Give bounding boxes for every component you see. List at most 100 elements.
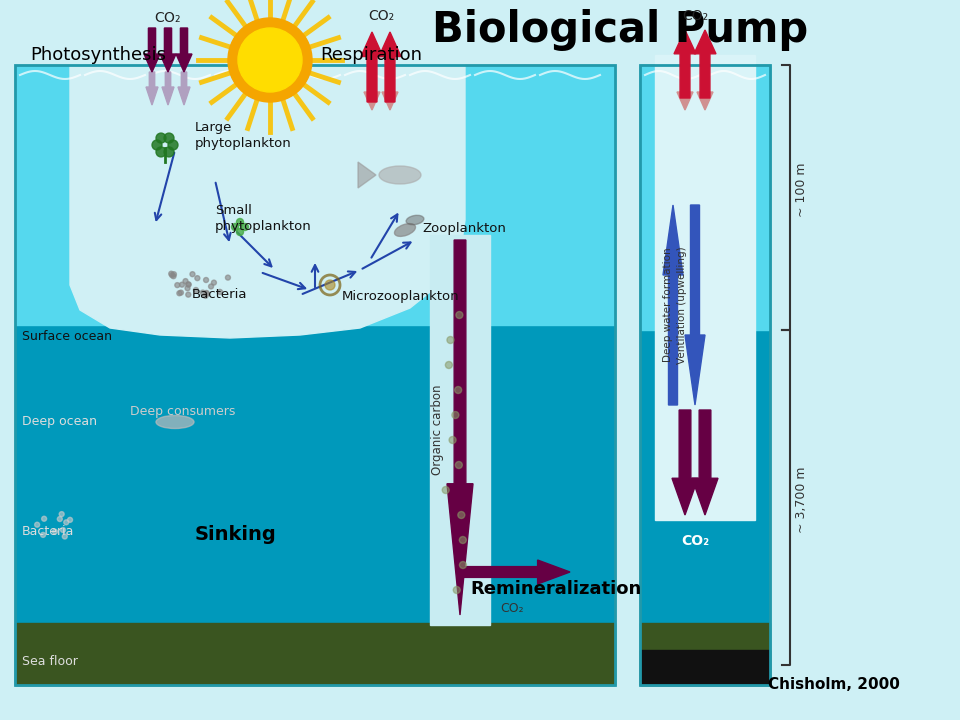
Text: ~ 100 m: ~ 100 m <box>795 163 808 217</box>
Circle shape <box>60 512 64 517</box>
Circle shape <box>67 518 73 522</box>
Circle shape <box>443 487 449 493</box>
Circle shape <box>447 336 454 343</box>
Circle shape <box>208 284 213 289</box>
Circle shape <box>455 387 462 394</box>
Text: CO₂: CO₂ <box>368 9 394 23</box>
Circle shape <box>201 290 205 295</box>
Circle shape <box>458 511 465 518</box>
Circle shape <box>171 274 176 279</box>
Polygon shape <box>176 28 192 72</box>
Text: Respiration: Respiration <box>320 46 422 64</box>
Polygon shape <box>382 72 398 110</box>
Polygon shape <box>160 28 176 72</box>
Bar <box>655 55 755 520</box>
Text: CO₂$_{}$: CO₂$_{}$ <box>155 9 181 23</box>
Circle shape <box>226 275 230 280</box>
Polygon shape <box>462 560 570 584</box>
Circle shape <box>452 412 459 418</box>
Ellipse shape <box>156 415 194 428</box>
Circle shape <box>186 282 191 287</box>
Circle shape <box>231 223 238 230</box>
Polygon shape <box>379 32 401 102</box>
Circle shape <box>40 532 45 537</box>
Circle shape <box>172 271 177 276</box>
Bar <box>15 623 615 685</box>
Circle shape <box>236 228 244 235</box>
Circle shape <box>228 18 312 102</box>
Polygon shape <box>361 32 383 102</box>
Text: Ventilation (upwelling): Ventilation (upwelling) <box>677 246 687 364</box>
Polygon shape <box>162 72 174 105</box>
Bar <box>15 65 615 685</box>
Text: CO₂: CO₂ <box>682 9 708 23</box>
Polygon shape <box>70 65 465 338</box>
Polygon shape <box>144 28 160 72</box>
Circle shape <box>41 516 47 521</box>
Circle shape <box>164 147 174 157</box>
Text: Microzooplankton: Microzooplankton <box>342 290 460 303</box>
Polygon shape <box>685 205 705 405</box>
Ellipse shape <box>406 215 424 225</box>
Circle shape <box>62 534 67 539</box>
Text: Zooplankton: Zooplankton <box>422 222 506 235</box>
Polygon shape <box>364 72 380 110</box>
Circle shape <box>204 290 209 295</box>
Circle shape <box>164 133 174 143</box>
Circle shape <box>179 290 183 295</box>
Circle shape <box>180 282 184 287</box>
Circle shape <box>152 140 162 150</box>
Polygon shape <box>692 410 718 515</box>
Circle shape <box>204 293 208 298</box>
Circle shape <box>238 28 302 92</box>
Circle shape <box>195 276 200 281</box>
Text: Bacteria: Bacteria <box>192 288 248 301</box>
Polygon shape <box>178 72 190 105</box>
Ellipse shape <box>395 224 416 236</box>
Circle shape <box>460 562 467 569</box>
Circle shape <box>190 271 195 276</box>
Text: Deep ocean: Deep ocean <box>22 415 97 428</box>
Circle shape <box>325 280 335 290</box>
Circle shape <box>156 133 166 143</box>
Text: Photosynthesis: Photosynthesis <box>30 46 166 64</box>
Circle shape <box>58 516 62 521</box>
Bar <box>640 65 770 685</box>
Text: ~ 3,700 m: ~ 3,700 m <box>795 467 808 534</box>
Circle shape <box>177 291 181 296</box>
Circle shape <box>242 223 249 230</box>
Bar <box>640 650 770 685</box>
Circle shape <box>211 280 216 285</box>
Circle shape <box>60 528 65 533</box>
Circle shape <box>453 587 460 593</box>
Circle shape <box>183 279 188 284</box>
Bar <box>640 623 770 685</box>
Polygon shape <box>672 410 698 515</box>
Text: Biological Pump: Biological Pump <box>432 9 808 51</box>
Ellipse shape <box>379 166 421 184</box>
Circle shape <box>459 536 467 544</box>
Bar <box>640 65 770 685</box>
Circle shape <box>169 271 174 276</box>
Text: Deep consumers: Deep consumers <box>130 405 235 418</box>
Text: Surface ocean: Surface ocean <box>22 330 112 343</box>
Text: Sea floor: Sea floor <box>22 655 78 668</box>
Circle shape <box>204 291 209 296</box>
Circle shape <box>168 140 178 150</box>
Circle shape <box>204 277 208 282</box>
Circle shape <box>35 522 39 527</box>
Text: CO₂: CO₂ <box>681 534 709 548</box>
Circle shape <box>456 312 463 318</box>
Circle shape <box>170 273 175 278</box>
Polygon shape <box>697 70 713 110</box>
Bar <box>430 235 490 625</box>
Polygon shape <box>674 30 696 98</box>
Bar <box>15 65 615 325</box>
Circle shape <box>63 520 69 525</box>
Circle shape <box>236 218 244 225</box>
Circle shape <box>185 286 190 291</box>
Circle shape <box>193 287 199 292</box>
Polygon shape <box>663 205 683 405</box>
Circle shape <box>156 147 166 157</box>
Text: Sinking: Sinking <box>194 525 276 544</box>
